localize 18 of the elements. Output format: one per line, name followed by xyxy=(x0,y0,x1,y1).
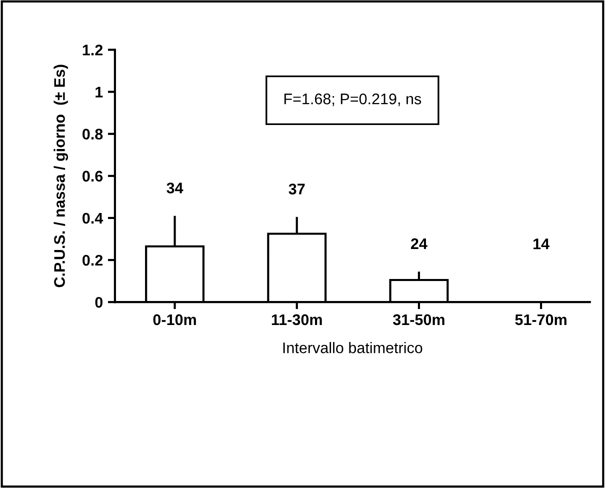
y-tick-label: 1 xyxy=(96,86,103,98)
annotation: 34 xyxy=(166,182,184,194)
x-tick-label: 0-10m xyxy=(153,314,196,326)
y-tick-label: 1.2 xyxy=(82,44,103,56)
annotation: F=1.68; P=0.219, ns xyxy=(284,94,422,106)
y-tick-label: 0.6 xyxy=(82,170,103,182)
y-tick-label: 0.4 xyxy=(82,212,104,224)
x-tick-label: 31-50m xyxy=(392,314,444,326)
annotation: 24 xyxy=(410,238,428,249)
x-tick-label: 11-30m xyxy=(272,314,322,326)
y-tick-label: 0.8 xyxy=(82,128,103,140)
x-tick-label: 51-70m xyxy=(515,314,566,326)
y-axis-title: C.P.U.S. / nassa / giorno (± Es) xyxy=(54,64,68,288)
y-tick-label: 0.2 xyxy=(82,254,103,266)
y-tick-label: 0 xyxy=(95,296,103,308)
x-axis-title: Intervallo batimetrico xyxy=(283,342,422,354)
annotation: 37 xyxy=(288,184,305,194)
annotation: 14 xyxy=(534,238,550,250)
